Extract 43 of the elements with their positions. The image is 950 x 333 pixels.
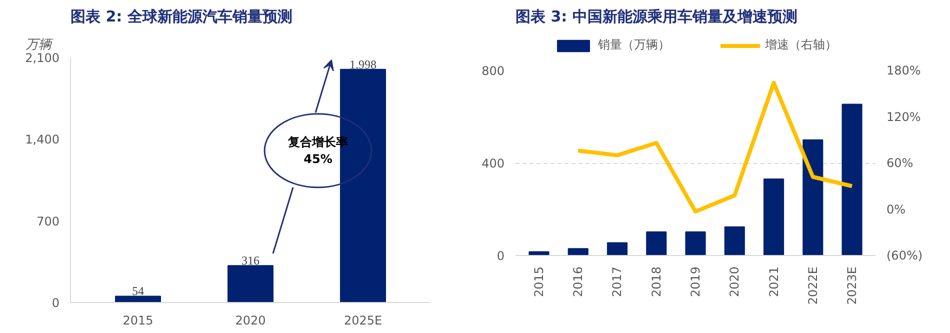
x-tick-label: 2023E — [845, 266, 860, 305]
chart-title: 图表 3: 中国新能源乘用车销量及增速预测 — [516, 8, 798, 26]
bar — [606, 242, 628, 256]
data-label: 54 — [132, 284, 144, 298]
y-tick-label: 1,400 — [25, 132, 60, 147]
x-tick-label: 2019 — [688, 266, 702, 298]
bar — [228, 265, 274, 302]
x-tick-label: 2015 — [532, 266, 546, 298]
legend-label: 销量（万辆） — [598, 36, 670, 54]
y2-tick-label: 0% — [886, 202, 906, 216]
line-series — [576, 80, 854, 214]
bar — [568, 248, 588, 256]
bar — [763, 178, 784, 256]
y-tick-label: 400 — [482, 156, 504, 170]
y-axis-title: 万辆 — [26, 38, 54, 52]
bar — [115, 296, 161, 302]
bar — [802, 139, 824, 256]
x-tick-label: 2016 — [571, 266, 586, 298]
chart-title: 图表 2: 全球新能源汽车销量预测 — [70, 8, 292, 26]
y2-tick-label: 180% — [886, 64, 921, 78]
data-label: 316 — [242, 254, 260, 268]
x-tick-label: 2021 — [766, 266, 781, 298]
bar — [724, 226, 745, 256]
x-tick-label: 2020 — [728, 266, 742, 298]
y-tick-label: 0 — [496, 249, 505, 263]
x-tick-label: 2025E — [344, 314, 382, 328]
bar — [685, 231, 706, 256]
y2-tick-label: 120% — [886, 110, 921, 124]
y-tick-label: 800 — [482, 64, 504, 78]
legend-label: 增速（右轴） — [765, 36, 837, 54]
x-tick-label: 2017 — [610, 266, 624, 298]
y-tick-label: 0 — [52, 296, 60, 310]
y-tick-label: 700 — [36, 214, 60, 228]
y-tick-label: 2,100 — [25, 51, 60, 65]
y2-tick-label: 60% — [886, 156, 914, 170]
x-tick-label: 2018 — [649, 266, 664, 298]
bar — [842, 104, 862, 256]
bar — [646, 231, 667, 256]
x-tick-label: 2020 — [235, 314, 266, 328]
data-label: 1,998 — [350, 57, 376, 72]
x-tick-label: 2022E — [806, 266, 820, 305]
y2-tick-label: (60%) — [886, 248, 923, 262]
x-tick-label: 2015 — [122, 314, 154, 328]
